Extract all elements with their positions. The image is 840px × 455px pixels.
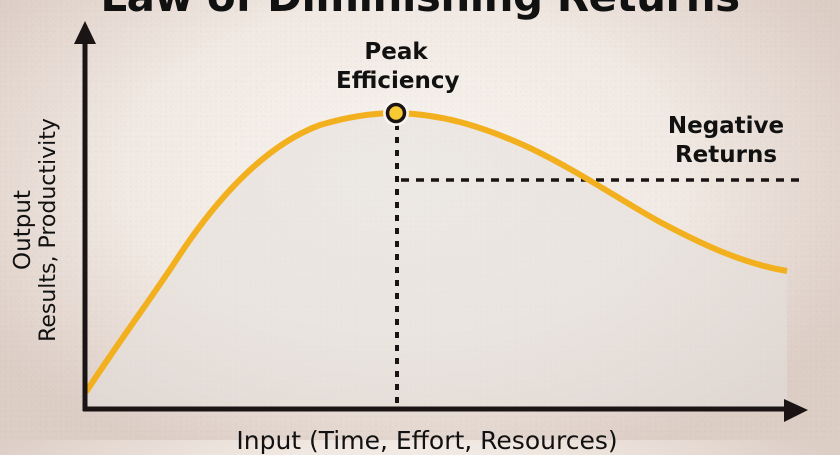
peak-label-line1: Peak bbox=[364, 39, 428, 65]
x-axis-arrow-icon bbox=[784, 399, 808, 422]
negative-label-line1: Negative bbox=[667, 113, 785, 139]
y-axis-arrow-icon bbox=[74, 21, 96, 44]
peak-efficiency-label: Peak Efficiency bbox=[336, 38, 460, 96]
y-axis-label-line1: Output bbox=[10, 190, 36, 270]
chart-title: Law of Diminishing Returns bbox=[0, 0, 840, 21]
peak-label-line2: Efficiency bbox=[336, 68, 460, 94]
y-axis-label-line2: Results, Productivity bbox=[36, 118, 61, 342]
peak-marker bbox=[385, 102, 407, 124]
negative-returns-label: Negative Returns bbox=[656, 112, 796, 170]
x-axis-label: Input (Time, Effort, Resources) bbox=[236, 426, 618, 455]
negative-label-line2: Returns bbox=[674, 142, 778, 168]
chart-canvas bbox=[74, 21, 808, 422]
area-under-curve bbox=[86, 113, 787, 408]
y-axis-label: Output Results, Productivity bbox=[10, 118, 62, 342]
